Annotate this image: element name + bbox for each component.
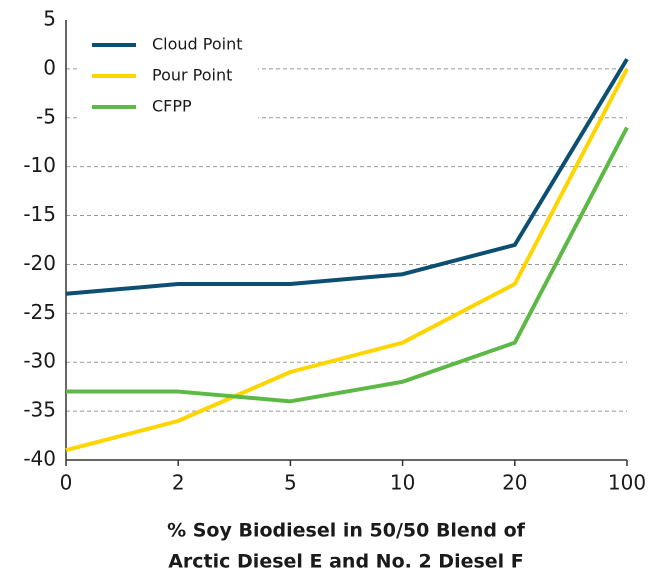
y-tick-label: -30 <box>23 349 56 373</box>
x-tick-label: 100 <box>608 471 646 495</box>
y-tick-label: -35 <box>23 398 56 422</box>
x-tick-label: 5 <box>284 471 297 495</box>
x-tick-label: 2 <box>172 471 185 495</box>
y-tick-label: -25 <box>23 300 56 324</box>
series-line <box>66 126 629 404</box>
legend-label: CFPP <box>152 97 192 116</box>
y-tick-label: 5 <box>43 7 56 31</box>
y-tick-label: 0 <box>43 55 56 79</box>
x-axis-label: Arctic Diesel E and No. 2 Diesel F <box>168 551 524 573</box>
x-axis-label: % Soy Biodiesel in 50/50 Blend of <box>167 520 526 542</box>
series-line <box>65 67 629 453</box>
y-tick-label: -40 <box>23 447 56 471</box>
series-line <box>65 58 629 296</box>
x-tick-label: 0 <box>60 471 73 495</box>
legend-label: Pour Point <box>152 66 232 85</box>
y-tick-label: -15 <box>23 202 56 226</box>
x-tick-label: 10 <box>390 471 415 495</box>
y-tick-label: -10 <box>23 153 56 177</box>
y-tick-label: -5 <box>36 104 56 128</box>
x-tick-label: 20 <box>502 471 527 495</box>
legend-label: Cloud Point <box>152 35 243 54</box>
y-tick-label: -20 <box>23 251 56 275</box>
